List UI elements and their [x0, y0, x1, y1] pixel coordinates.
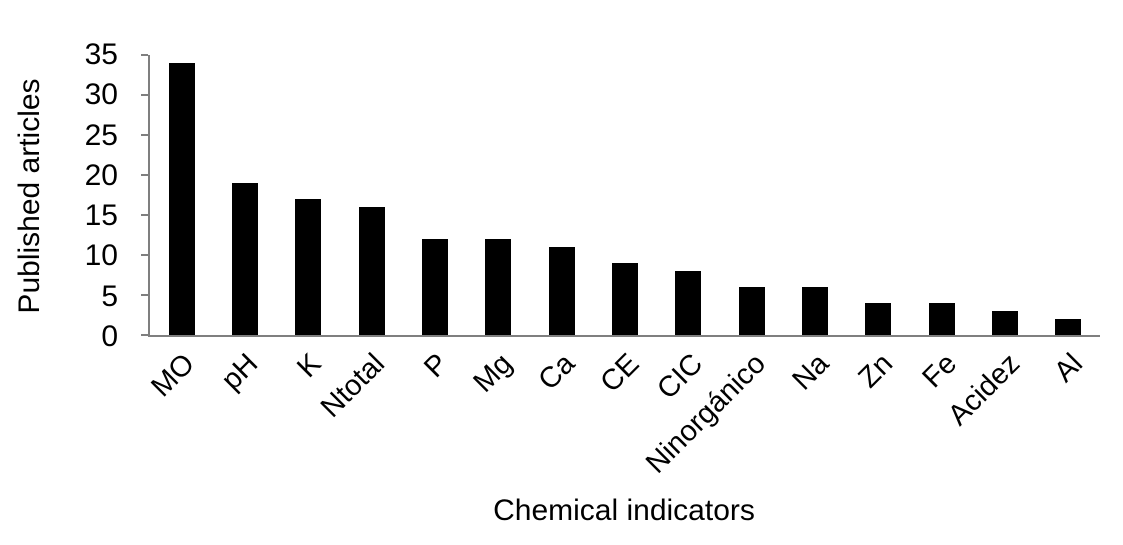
bar-slot — [150, 55, 213, 335]
bar-acidez — [991, 311, 1018, 335]
bar-slot — [847, 55, 910, 335]
bar-ph — [231, 183, 258, 335]
y-tick-mark — [141, 254, 148, 256]
bar-mg — [485, 239, 512, 335]
bar-cic — [675, 271, 702, 335]
y-tick-mark — [141, 54, 148, 56]
bar-slot — [910, 55, 973, 335]
bar-ca — [548, 247, 575, 335]
y-tick-mark — [141, 174, 148, 176]
x-tick-label: Zn — [852, 347, 900, 395]
x-tick-label: K — [291, 347, 328, 384]
y-tick-label: 15 — [84, 199, 118, 233]
bar-k — [295, 199, 322, 335]
bar-fe — [928, 303, 955, 335]
plot-area — [141, 54, 1100, 337]
y-tick-label: 5 — [101, 279, 118, 313]
bar-slot — [720, 55, 783, 335]
x-tick-label: Al — [1048, 347, 1090, 389]
y-tick-label: 30 — [84, 78, 118, 112]
bar-slot — [593, 55, 656, 335]
bar-ntotal — [358, 207, 385, 335]
bar-p — [421, 239, 448, 335]
bar-slot — [467, 55, 530, 335]
x-tick-label: CE — [594, 347, 646, 399]
x-tick-label: Ca — [532, 347, 582, 397]
bar-ce — [611, 263, 638, 335]
bar-slot — [783, 55, 846, 335]
x-tick-label: Acidez — [941, 347, 1027, 432]
y-tick-label: 25 — [84, 118, 118, 152]
bar-zn — [865, 303, 892, 335]
x-tick-label: Ntotal — [315, 347, 392, 424]
y-tick-label: 20 — [84, 158, 118, 192]
bar-slot — [973, 55, 1036, 335]
bar-slot — [213, 55, 276, 335]
bar-ninorgánico — [738, 287, 765, 335]
x-tick-label: Na — [786, 347, 836, 397]
bar-slot — [403, 55, 466, 335]
y-tick-label: 35 — [84, 38, 118, 71]
x-axis-title: Chemical indicators — [493, 494, 755, 527]
y-tick-label: 0 — [101, 320, 118, 353]
bar-slot — [1037, 55, 1100, 335]
x-tick-label: Mg — [467, 347, 519, 399]
y-tick-mark — [141, 294, 148, 296]
x-tick-label: Fe — [915, 347, 963, 395]
bar-slot — [657, 55, 720, 335]
y-axis-tick-labels: 0 5 10 15 20 25 30 35 — [0, 40, 132, 352]
y-tick-mark — [141, 213, 148, 216]
y-tick-mark — [141, 334, 148, 336]
bar-slot — [340, 55, 403, 335]
x-tick-label: pH — [215, 347, 265, 397]
bar-mo — [168, 63, 195, 335]
bar-al — [1055, 319, 1082, 335]
bar-slot — [277, 55, 340, 335]
y-tick-mark — [141, 133, 148, 136]
x-axis-tick-labels: MO pH K Ntotal P Mg Ca CE CIC Ninorgánico Na Zn Fe Ac… — [145, 339, 1100, 489]
bar-na — [801, 287, 828, 335]
y-tick-mark — [141, 93, 148, 96]
bar-slot — [530, 55, 593, 335]
x-tick-label: P — [418, 347, 455, 384]
y-tick-label: 10 — [84, 239, 118, 273]
bar-series — [150, 55, 1100, 335]
x-tick-label: MO — [145, 347, 201, 404]
